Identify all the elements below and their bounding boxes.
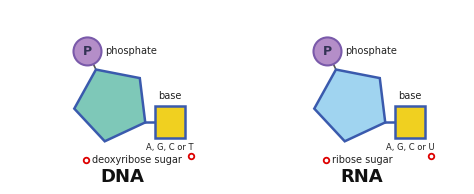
Bar [395,107,425,139]
Text: P: P [83,45,92,58]
Text: base: base [158,91,182,101]
Circle shape [313,37,341,65]
Polygon shape [314,70,385,141]
Text: deoxyribose sugar: deoxyribose sugar [92,155,182,165]
Text: phosphate: phosphate [106,46,157,56]
Text: phosphate: phosphate [346,46,397,56]
Text: ribose sugar: ribose sugar [332,155,392,165]
Circle shape [73,37,101,65]
Text: A, G, C or T: A, G, C or T [146,143,194,152]
Polygon shape [74,70,145,141]
Text: P: P [323,45,332,58]
Text: A, G, C or U: A, G, C or U [386,143,435,152]
Text: base: base [399,91,422,101]
Text: DNA: DNA [100,168,144,186]
Bar [155,107,185,139]
Text: RNA: RNA [341,168,383,186]
